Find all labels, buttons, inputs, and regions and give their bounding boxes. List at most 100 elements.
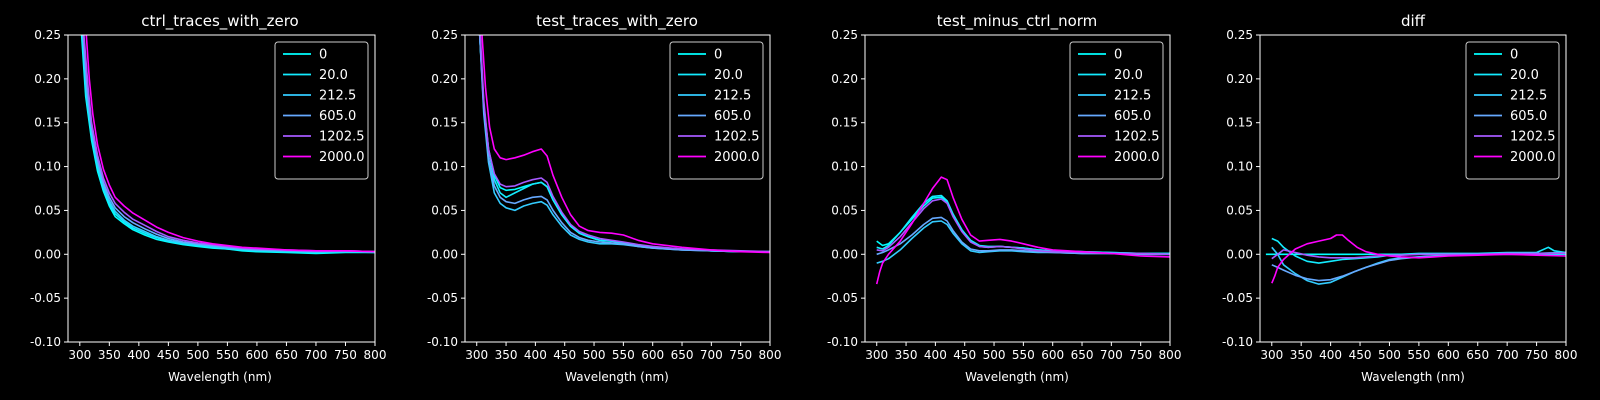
x-tick-label: 450 <box>157 348 180 362</box>
y-tick-label: 0.05 <box>34 203 61 217</box>
y-tick-label: 0.20 <box>1226 72 1253 86</box>
y-tick-label: 0.05 <box>1226 203 1253 217</box>
y-tick-label: 0.15 <box>831 116 858 130</box>
series-line-605-0 <box>478 35 770 253</box>
chart-title: ctrl_traces_with_zero <box>141 12 298 31</box>
x-tick-label: 600 <box>641 348 664 362</box>
y-tick-label: -0.05 <box>1222 291 1253 305</box>
legend-entry-label: 0 <box>1114 48 1122 63</box>
y-tick-label: -0.10 <box>827 335 858 349</box>
y-tick-label: 0.10 <box>831 160 858 174</box>
y-tick-label: -0.05 <box>427 291 458 305</box>
x-tick-label: 300 <box>465 348 488 362</box>
panel-test-traces: test_traces_with_zero Wavelength (nm) 30… <box>427 12 782 384</box>
legend-box <box>669 41 764 180</box>
x-tick-label: 350 <box>1290 348 1313 362</box>
x-tick-label: 550 <box>1407 348 1430 362</box>
x-tick-label: 500 <box>1378 348 1401 362</box>
series-line-2000-0 <box>481 35 770 254</box>
legend: 0 20.0 212.5 605.0 1202.5 2000.0 <box>1465 41 1560 180</box>
legend-box <box>274 41 369 180</box>
legend-entry-label: 0 <box>319 48 327 63</box>
legend-entry-label: 605.0 <box>714 109 751 124</box>
x-tick-label: 300 <box>1260 348 1283 362</box>
x-axis-label: Wavelength (nm) <box>168 370 272 384</box>
x-tick-label: 700 <box>1100 348 1123 362</box>
legend-entry-label: 212.5 <box>1510 89 1547 104</box>
legend-entry-label: 20.0 <box>1114 68 1143 83</box>
legend-entry-label: 0 <box>714 48 722 63</box>
chart-title: diff <box>1401 12 1426 30</box>
x-tick-label: 550 <box>216 348 239 362</box>
x-tick-label: 450 <box>553 348 576 362</box>
series-line-1202-5 <box>1271 249 1566 260</box>
x-tick-label: 750 <box>1129 348 1152 362</box>
series-line-0 <box>80 35 375 255</box>
legend-entry-label: 20.0 <box>1510 68 1539 83</box>
series-group <box>875 176 1170 285</box>
x-tick-label: 600 <box>245 348 268 362</box>
series-line-2000-0 <box>85 35 375 253</box>
x-tick-label: 350 <box>98 348 121 362</box>
x-tick-label: 500 <box>983 348 1006 362</box>
y-tick-label: 0.15 <box>431 116 458 130</box>
x-tick-label: 400 <box>127 348 150 362</box>
x-tick-label: 750 <box>334 348 357 362</box>
legend-entry-label: 1202.5 <box>319 130 365 145</box>
series-line-1202-5 <box>876 198 1170 256</box>
series-line-1202-5 <box>479 35 770 253</box>
legend-entry-label: 605.0 <box>1510 109 1547 124</box>
series-line-605-0 <box>876 216 1170 256</box>
x-tick-label: 600 <box>1041 348 1064 362</box>
x-tick-label: 700 <box>700 348 723 362</box>
legend-entry-label: 605.0 <box>319 109 356 124</box>
y-tick-label: -0.05 <box>30 291 61 305</box>
x-tick-label: 700 <box>1496 348 1519 362</box>
legend: 0 20.0 212.5 605.0 1202.5 2000.0 <box>274 41 369 180</box>
y-tick-label: 0.15 <box>34 116 61 130</box>
y-tick-label: 0.00 <box>831 247 858 261</box>
legend-entry-label: 2000.0 <box>1114 150 1160 165</box>
y-tick-label: 0.20 <box>831 72 858 86</box>
x-tick-label: 800 <box>364 348 387 362</box>
legend-entry-label: 212.5 <box>319 89 356 104</box>
y-tick-label: 0.00 <box>1226 247 1253 261</box>
axes-frame <box>1259 34 1567 343</box>
legend-entry-label: 1202.5 <box>1510 130 1556 145</box>
series-line-2000-0 <box>875 176 1170 285</box>
series-group <box>80 35 375 255</box>
axes-frame <box>67 34 376 343</box>
x-tick-label: 400 <box>1319 348 1342 362</box>
y-tick-label: 0.10 <box>34 160 61 174</box>
x-tick-label: 650 <box>275 348 298 362</box>
y-tick-label: 0.10 <box>431 160 458 174</box>
x-axis-label: Wavelength (nm) <box>565 370 669 384</box>
axes-frame <box>464 34 771 343</box>
series-group <box>478 35 770 254</box>
x-tick-label: 300 <box>865 348 888 362</box>
x-tick-label: 800 <box>1555 348 1578 362</box>
x-tick-label: 350 <box>895 348 918 362</box>
legend-box <box>1465 41 1560 180</box>
y-tick-label: 0.05 <box>831 203 858 217</box>
legend-entry-label: 212.5 <box>1114 89 1151 104</box>
y-tick-label: 0.00 <box>34 247 61 261</box>
legend-entry-label: 2000.0 <box>1510 150 1556 165</box>
series-group <box>1265 234 1566 285</box>
x-tick-label: 650 <box>1071 348 1094 362</box>
legend-entry-label: 1202.5 <box>1114 130 1160 145</box>
x-tick-label: 350 <box>495 348 518 362</box>
legend-entry-label: 2000.0 <box>319 150 365 165</box>
legend-entry-label: 20.0 <box>319 68 348 83</box>
x-tick-label: 500 <box>583 348 606 362</box>
x-tick-label: 500 <box>186 348 209 362</box>
y-tick-label: -0.05 <box>827 291 858 305</box>
chart-title: test_minus_ctrl_norm <box>937 12 1098 31</box>
y-tick-label: 0.20 <box>34 72 61 86</box>
x-tick-label: 550 <box>612 348 635 362</box>
y-tick-label: 0.25 <box>831 28 858 42</box>
x-axis-label: Wavelength (nm) <box>1361 370 1465 384</box>
x-tick-label: 800 <box>1159 348 1182 362</box>
